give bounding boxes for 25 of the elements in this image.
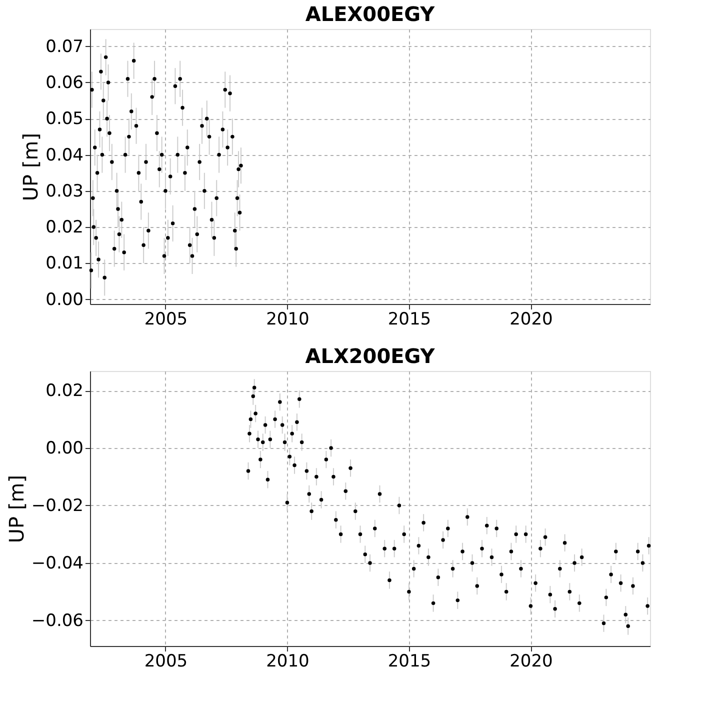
y-tick-label: 0.02 [46,381,84,402]
chart-title: ALEX00EGY [305,2,436,26]
x-tick-label: 2010 [266,652,310,672]
y-tick-label: 0.03 [46,181,84,202]
x-tick-label: 2020 [510,310,553,330]
y-tick-label: −0.04 [31,553,84,574]
y-axis-title: UP [m] [4,474,28,544]
y-tick-label: 0.00 [46,290,84,310]
x-tick-label: 2005 [144,652,188,672]
x-tick-label: 2020 [510,652,553,672]
y-tick-label: 0.06 [46,72,84,93]
x-tick-label: 2015 [388,310,432,330]
y-tick-label: −0.02 [31,496,84,516]
y-tick-label: 0.02 [46,218,84,238]
y-tick-label: 0.07 [46,36,84,57]
y-axis-title: UP [m] [18,132,43,202]
chart-title: ALX200EGY [305,344,436,368]
x-tick-label: 2015 [388,652,432,672]
y-tick-label: 0.00 [46,438,84,459]
x-tick-label: 2010 [266,310,310,330]
y-tick-label: 0.05 [46,109,84,130]
x-tick-label: 2005 [144,310,188,330]
y-tick-label: 0.04 [46,145,84,166]
y-tick-label: −0.06 [31,610,84,631]
y-tick-label: 0.01 [46,254,84,274]
